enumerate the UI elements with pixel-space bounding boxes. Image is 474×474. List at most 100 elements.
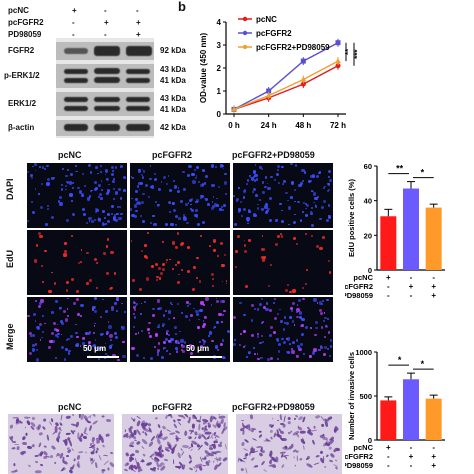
nucleus <box>138 169 142 173</box>
nucleus <box>290 347 293 350</box>
nucleus <box>140 302 143 305</box>
nucleus <box>27 220 30 223</box>
nucleus <box>160 180 163 183</box>
bar-y-axis-label: Number of invasive cells <box>347 352 356 440</box>
invasive-cell <box>296 455 298 462</box>
wb-kda-perk-43: 43 kDa <box>160 65 186 74</box>
nucleus <box>110 213 113 216</box>
nucleus <box>97 219 101 223</box>
micro-col-pcfgfr2: pcFGFR2 <box>152 150 193 160</box>
wb-label-actin: β-actin <box>8 123 35 132</box>
nucleus <box>109 334 113 338</box>
invasive-cell <box>240 467 245 471</box>
nucleus <box>118 206 121 209</box>
nucleus <box>322 187 325 190</box>
wb-kda-actin: 42 kDa <box>160 123 186 132</box>
nucleus <box>106 272 109 275</box>
nucleus <box>292 301 296 305</box>
nucleus <box>321 326 324 329</box>
nucleus <box>32 210 35 214</box>
nucleus <box>111 205 114 208</box>
invasive-cell <box>100 435 105 443</box>
invasion-tile <box>8 414 114 474</box>
nucleus <box>170 222 174 226</box>
nucleus <box>132 305 136 309</box>
invasive-cell <box>10 468 18 473</box>
invasive-cell <box>85 451 87 454</box>
nucleus <box>38 322 43 327</box>
nucleus <box>100 316 102 318</box>
nucleus <box>105 177 110 182</box>
invasive-cell <box>260 449 265 453</box>
invasive-cell <box>262 468 267 473</box>
nucleus <box>180 269 183 272</box>
nucleus <box>252 170 257 174</box>
invasive-cell <box>257 433 263 439</box>
nucleus <box>223 253 227 257</box>
nucleus <box>146 327 151 331</box>
legend-marker <box>242 16 248 22</box>
nucleus <box>288 316 292 320</box>
nucleus <box>165 261 168 264</box>
nucleus <box>75 165 78 167</box>
nucleus <box>296 311 299 314</box>
invasive-cell <box>336 447 341 451</box>
nucleus <box>74 170 77 173</box>
micro-col-pcfgfr2-pd: pcFGFR2+PD98059 <box>232 150 315 160</box>
nucleus <box>197 326 200 329</box>
nucleus <box>324 336 327 338</box>
nucleus <box>119 196 123 200</box>
nucleus <box>116 358 120 362</box>
invasive-cell <box>53 461 57 465</box>
invasive-cell <box>207 459 211 464</box>
nucleus <box>108 345 113 349</box>
invasive-cell <box>194 436 198 440</box>
micro-tile <box>233 230 333 295</box>
wb-sign: - <box>72 18 75 27</box>
nucleus <box>295 355 298 357</box>
nucleus <box>64 347 68 351</box>
nucleus <box>288 223 290 226</box>
nucleus <box>211 183 215 188</box>
nucleus <box>154 333 159 337</box>
bar <box>403 188 419 270</box>
nucleus <box>216 321 220 325</box>
invasive-cell <box>255 445 263 448</box>
invasive-cell <box>131 434 134 438</box>
nucleus <box>58 307 61 310</box>
nucleus <box>243 207 247 211</box>
nucleus <box>170 337 174 342</box>
nucleus <box>283 316 287 319</box>
invasive-cell <box>280 437 287 442</box>
nucleus <box>301 332 305 336</box>
nucleus <box>301 317 305 322</box>
nucleus <box>166 330 169 333</box>
nucleus <box>327 189 330 193</box>
nucleus <box>319 246 323 251</box>
invasive-cell <box>66 448 72 454</box>
nucleus <box>149 165 152 167</box>
invasive-cell <box>105 433 111 437</box>
nucleus <box>65 174 68 178</box>
invasive-cell <box>314 414 321 420</box>
nucleus <box>100 180 103 182</box>
nucleus <box>161 322 166 327</box>
bar-cond-label: pcFGFR2 <box>345 282 373 291</box>
nucleus <box>322 199 327 203</box>
nucleus <box>34 163 38 166</box>
line-point <box>300 76 307 82</box>
nucleus <box>297 299 301 302</box>
nucleus <box>261 258 266 262</box>
nucleus <box>277 234 281 238</box>
nucleus <box>123 189 127 193</box>
nucleus <box>261 320 265 324</box>
nucleus <box>188 302 191 305</box>
nucleus <box>41 265 43 268</box>
micro-tile <box>27 230 127 295</box>
nucleus <box>223 309 226 313</box>
nucleus <box>264 175 268 179</box>
nucleus <box>96 172 99 175</box>
invasive-cell <box>144 431 148 437</box>
nucleus <box>260 356 263 359</box>
nucleus <box>79 260 82 263</box>
